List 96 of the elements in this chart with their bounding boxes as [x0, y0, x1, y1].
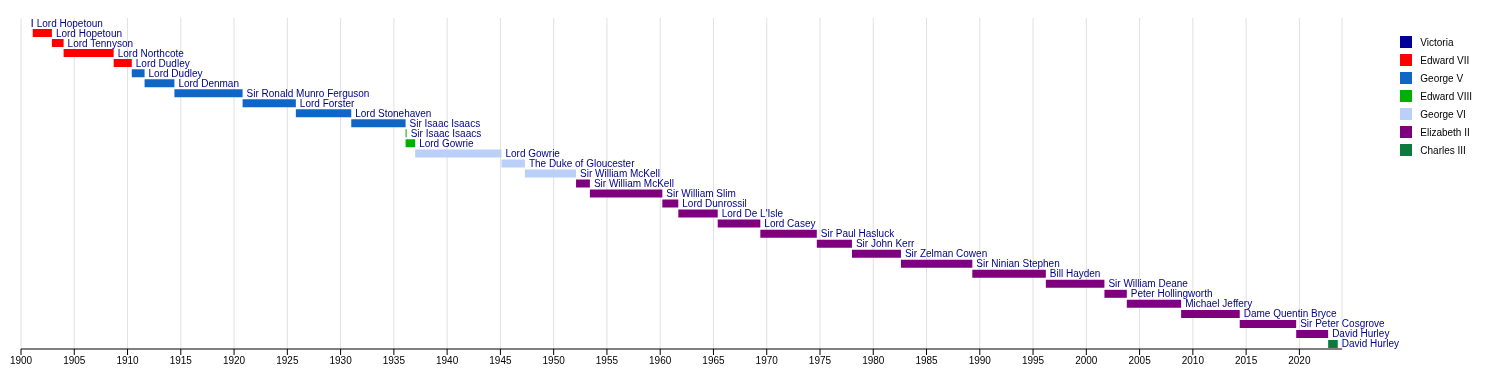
x-tick-label: 1990: [968, 355, 992, 367]
x-tick-label: 1900: [9, 355, 33, 367]
bar: [662, 199, 679, 208]
legend-label: Charles III: [1420, 144, 1466, 156]
y-tick-label: Lord Dunrossil: [682, 198, 747, 210]
bar: [589, 189, 663, 198]
x-tick-label: 1920: [222, 355, 246, 367]
bar: [1296, 329, 1329, 338]
x-tick-label: 1970: [755, 355, 779, 367]
legend-label: Edward VII: [1420, 54, 1470, 66]
bar: [1104, 289, 1127, 298]
legend-label: Victoria: [1420, 36, 1454, 48]
x-tick-label: 1980: [862, 355, 885, 367]
y-tick-label: Sir Isaac Isaacs: [410, 127, 482, 139]
x-tick-label: 1955: [595, 355, 619, 367]
legend-label: Elizabeth II: [1420, 126, 1470, 138]
y-tick-label: Lord Dudley: [148, 67, 203, 79]
x-tick-label: 2000: [1075, 355, 1098, 367]
y-tick-label: Lord Gowrie: [505, 147, 561, 159]
x-tick-label: 1995: [1021, 355, 1045, 367]
bar: [351, 119, 406, 128]
bar: [174, 89, 243, 98]
y-tick-label: Sir Paul Hasluck: [820, 228, 896, 240]
bar: [1045, 279, 1105, 288]
bar: [816, 239, 852, 248]
y-tick-label: Sir William McKell: [580, 167, 661, 179]
bar: [1239, 319, 1297, 328]
bar: [1181, 309, 1240, 318]
bar: [851, 249, 901, 258]
bar: [501, 159, 525, 168]
bar: [144, 79, 175, 88]
y-tick-label: Sir William Slim: [666, 188, 736, 200]
y-tick-label: Lord Forster: [299, 97, 355, 109]
bar: [32, 29, 52, 38]
y-tick-label: Lord Gowrie: [419, 137, 475, 149]
bar: [131, 69, 145, 78]
x-tick-label: 1950: [542, 355, 566, 367]
y-tick-label: Sir Ninian Stephen: [976, 258, 1060, 270]
x-tick-label: 1985: [915, 355, 939, 367]
y-tick-label: Lord Tennyson: [67, 37, 134, 49]
x-tick-label: 2005: [1128, 355, 1152, 367]
y-tick-label: Michael Jeffery: [1185, 298, 1253, 310]
legend-label: George VI: [1420, 108, 1466, 120]
x-tick-label: 1930: [329, 355, 353, 367]
y-tick-label: Dame Quentin Bryce: [1243, 308, 1337, 320]
bar: [405, 139, 416, 148]
x-tick-label: 2015: [1235, 355, 1258, 367]
y-tick-label: Sir William Deane: [1108, 278, 1189, 290]
y-tick-label: Sir Ronald Munro Ferguson: [246, 87, 370, 99]
x-tick-label: 1945: [489, 355, 512, 367]
y-tick-label: Sir William McKell: [593, 177, 674, 189]
bar: [63, 49, 114, 58]
y-tick-label: Lord Hopetoun: [36, 17, 103, 29]
bar: [760, 229, 817, 238]
y-tick-label: Sir Isaac Isaacs: [409, 117, 481, 129]
bar: [113, 59, 132, 68]
legend-label: Edward VIII: [1420, 90, 1472, 102]
y-tick-label: Lord Northcote: [117, 47, 185, 59]
x-tick-label: 2020: [1288, 355, 1311, 367]
y-tick-label: David Hurley: [1341, 338, 1399, 350]
bar: [678, 209, 718, 218]
bar: [972, 269, 1046, 278]
bar: [51, 39, 64, 48]
x-tick-label: 1910: [116, 355, 140, 367]
y-tick-label: The Duke of Gloucester: [528, 157, 636, 169]
x-tick-label: 1925: [276, 355, 299, 367]
bar: [900, 259, 973, 268]
y-tick-label: Lord Hopetoun: [55, 27, 123, 39]
y-tick-label: Lord Casey: [764, 218, 816, 230]
x-tick-label: 1960: [649, 355, 672, 367]
x-tick-label: 1940: [436, 355, 459, 367]
x-tick-label: 1965: [702, 355, 726, 367]
bar: [295, 109, 352, 118]
x-tick-label: 1935: [382, 355, 406, 367]
bar: [242, 99, 296, 108]
y-tick-label: Sir Peter Cosgrove: [1300, 318, 1386, 330]
x-tick-label: 1915: [169, 355, 193, 367]
x-tick-label: 2010: [1181, 355, 1205, 367]
y-tick-label: Lord Denman: [178, 77, 239, 89]
y-tick-label: Sir John Kerr: [855, 238, 915, 250]
y-tick-label: David Hurley: [1332, 328, 1390, 340]
y-tick-label: Lord Dudley: [135, 57, 190, 69]
y-tick-label: Sir Zelman Cowen: [904, 248, 988, 260]
x-tick-label: 1905: [63, 355, 86, 367]
bar: [1328, 339, 1338, 348]
bar: [717, 219, 761, 228]
y-tick-label: Lord De L'Isle: [721, 208, 784, 220]
bar: [576, 179, 590, 188]
y-tick-label: Lord Stonehaven: [355, 107, 432, 119]
y-tick-label: Bill Hayden: [1049, 268, 1101, 280]
legend-label: George V: [1420, 72, 1464, 84]
bar: [415, 149, 502, 158]
x-tick-label: 1975: [808, 355, 832, 367]
bar: [524, 169, 577, 178]
y-tick-label: Peter Hollingworth: [1130, 288, 1213, 300]
bar: [1126, 299, 1182, 308]
